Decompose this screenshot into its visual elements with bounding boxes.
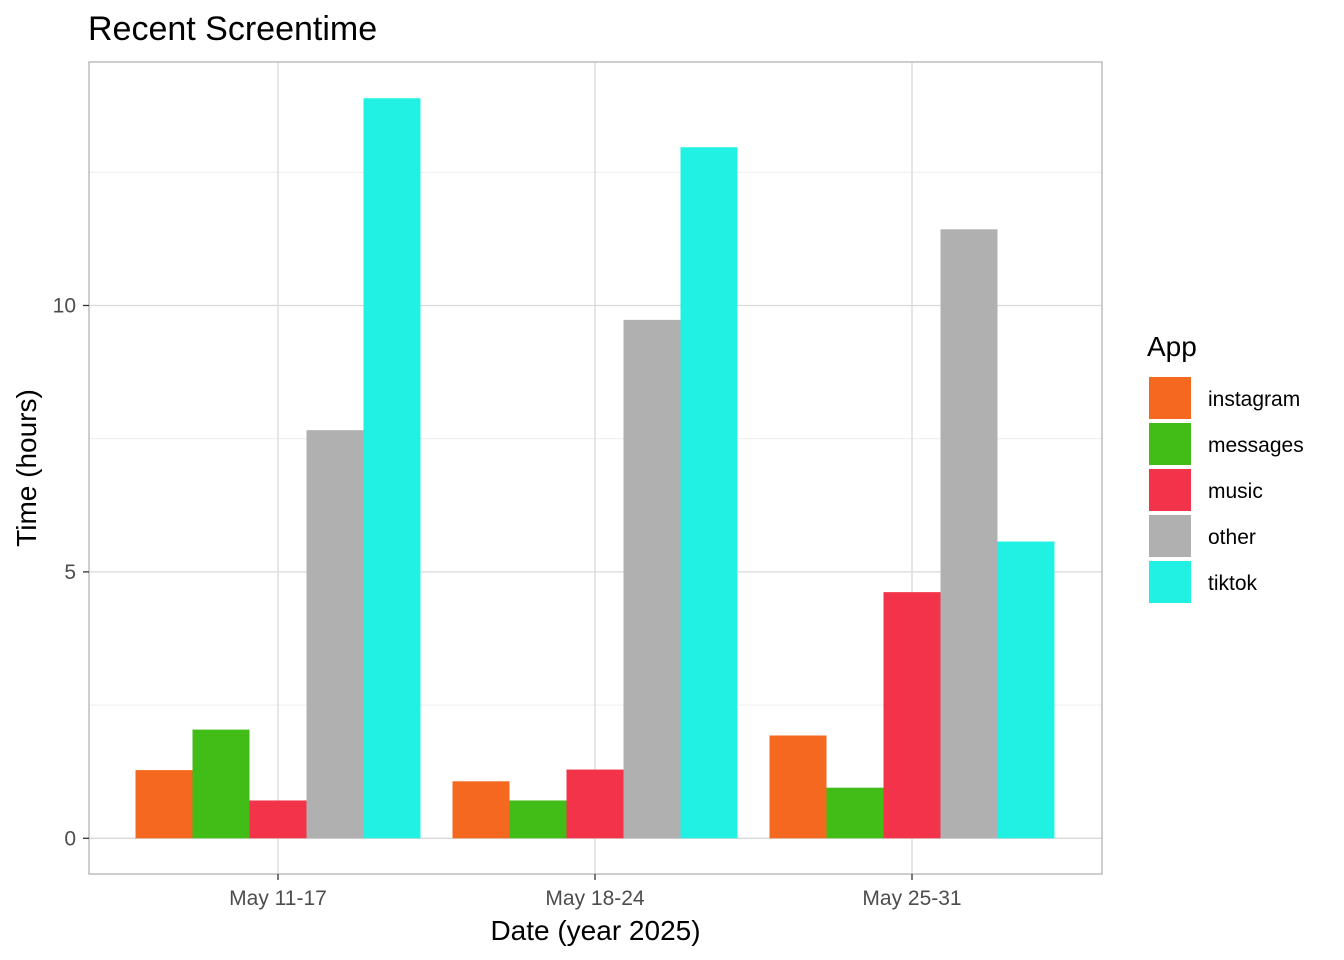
x-axis-ticks: May 11-17 May 18-24 May 25-31 xyxy=(229,874,962,910)
legend-key-tiktok xyxy=(1149,561,1191,603)
legend-key-other xyxy=(1149,515,1191,557)
bar-music-1 xyxy=(249,800,307,839)
bar-music-3 xyxy=(883,592,941,839)
x-tick-label: May 18-24 xyxy=(545,887,645,910)
legend-label-music: music xyxy=(1208,480,1263,503)
bar-tiktok-3 xyxy=(997,541,1055,839)
legend-key-music xyxy=(1149,469,1191,511)
y-axis-title: Time (hours) xyxy=(11,389,42,547)
legend-key-messages xyxy=(1149,423,1191,465)
legend-label-instagram: instagram xyxy=(1208,388,1300,411)
bar-tiktok-2 xyxy=(680,147,738,839)
legend-key-instagram xyxy=(1149,377,1191,419)
legend-label-messages: messages xyxy=(1208,434,1304,457)
bar-music-2 xyxy=(566,769,624,839)
bar-messages-2 xyxy=(509,800,567,839)
legend: App instagram messages music other tiktok xyxy=(1147,331,1304,603)
x-tick-label: May 11-17 xyxy=(229,887,327,910)
bar-other-2 xyxy=(623,319,681,839)
bar-other-1 xyxy=(306,430,364,839)
y-axis-ticks: 0 5 10 xyxy=(53,294,89,850)
bars xyxy=(135,98,1055,839)
bar-instagram-2 xyxy=(452,781,510,839)
bar-other-3 xyxy=(940,229,998,839)
bar-instagram-3 xyxy=(769,735,827,839)
bar-messages-1 xyxy=(192,729,250,839)
y-tick-label: 0 xyxy=(64,827,76,850)
bar-messages-3 xyxy=(826,787,884,839)
x-tick-label: May 25-31 xyxy=(862,887,961,910)
x-axis-title: Date (year 2025) xyxy=(490,915,700,946)
bar-instagram-1 xyxy=(135,770,193,839)
legend-title: App xyxy=(1147,331,1197,362)
y-tick-label: 5 xyxy=(64,561,76,584)
legend-label-tiktok: tiktok xyxy=(1208,572,1258,595)
y-tick-label: 10 xyxy=(53,294,76,317)
bar-tiktok-1 xyxy=(363,98,421,839)
legend-label-other: other xyxy=(1208,526,1256,549)
chart-title: Recent Screentime xyxy=(88,10,377,48)
